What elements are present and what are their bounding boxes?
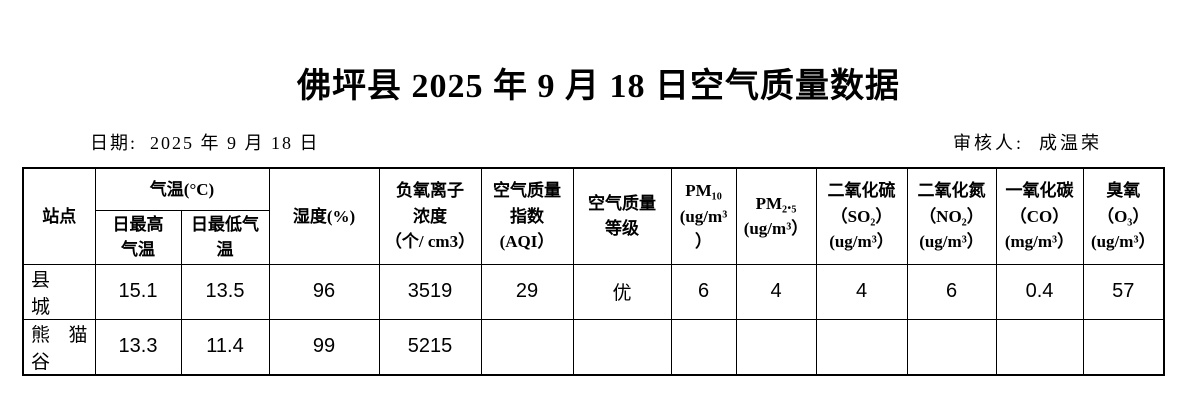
cell-temp-max: 13.3 xyxy=(94,318,182,375)
col-header-pm10: PM₁₀ (ug/m³ ） xyxy=(670,167,737,265)
page-title: 佛坪县 2025 年 9 月 18 日空气质量数据 xyxy=(297,68,900,105)
col-header-temp-max: 日最高 气温 xyxy=(94,209,182,265)
cell-negative-oxygen-ion: 3519 xyxy=(378,263,482,320)
meta-row: 日期: 2025 年 9 月 18 日 审核人: 成温荣 xyxy=(0,129,1197,159)
cell-so2 xyxy=(815,318,908,375)
cell-co xyxy=(995,318,1084,375)
cell-co: 0.4 xyxy=(995,263,1084,320)
reviewer-label: 审核人: 成温荣 xyxy=(953,133,1103,153)
cell-pm25: 4 xyxy=(735,263,817,320)
date-label: 日期: 2025 年 9 月 18 日 xyxy=(90,133,320,153)
col-header-pm25: PM₂.₅ (ug/m³） xyxy=(735,167,817,265)
cell-aqi xyxy=(480,318,574,375)
cell-pm10 xyxy=(670,318,737,375)
col-header-temperature-group: 气温(°C) xyxy=(94,167,270,211)
cell-o3: 57 xyxy=(1082,263,1165,320)
cell-negative-oxygen-ion: 5215 xyxy=(378,318,482,375)
cell-so2: 4 xyxy=(815,263,908,320)
table-row-panda-valley: 熊猫谷 13.3 11.4 99 5215 xyxy=(22,318,1165,375)
col-header-temp-min: 日最低气 温 xyxy=(180,209,270,265)
col-header-aqi-level: 空气质量 等级 xyxy=(572,167,672,265)
col-header-humidity: 湿度(%) xyxy=(268,167,380,265)
col-header-aqi: 空气质量 指数 (AQI） xyxy=(480,167,574,265)
station-cell: 县 城 xyxy=(22,263,96,320)
cell-temp-min: 13.5 xyxy=(180,263,270,320)
cell-aqi-level xyxy=(572,318,672,375)
col-header-o3: 臭氧 （O₃） (ug/m³） xyxy=(1082,167,1165,265)
cell-temp-max: 15.1 xyxy=(94,263,182,320)
col-header-no2: 二氧化氮 （NO₂） (ug/m³） xyxy=(906,167,997,265)
table-row-county-town: 县 城 15.1 13.5 96 3519 29 优 6 4 4 6 0.4 5… xyxy=(22,263,1165,320)
cell-aqi-level: 优 xyxy=(572,263,672,320)
cell-humidity: 99 xyxy=(268,318,380,375)
cell-humidity: 96 xyxy=(268,263,380,320)
cell-aqi: 29 xyxy=(480,263,574,320)
col-header-so2: 二氧化硫 （SO₂） (ug/m³） xyxy=(815,167,908,265)
station-cell: 熊猫谷 xyxy=(22,318,96,375)
col-header-station: 站点 xyxy=(22,167,96,265)
cell-pm10: 6 xyxy=(670,263,737,320)
col-header-negative-oxygen-ion: 负氧离子 浓度 （个/ cm3） xyxy=(378,167,482,265)
cell-pm25 xyxy=(735,318,817,375)
col-header-co: 一氧化碳 （CO） (mg/m³） xyxy=(995,167,1084,265)
cell-o3 xyxy=(1082,318,1165,375)
cell-temp-min: 11.4 xyxy=(180,318,270,375)
cell-no2: 6 xyxy=(906,263,997,320)
cell-no2 xyxy=(906,318,997,375)
air-quality-table: 站点 气温(°C) 湿度(%) 负氧离子 浓度 （个/ cm3） 空气质量 指数… xyxy=(22,167,1165,376)
